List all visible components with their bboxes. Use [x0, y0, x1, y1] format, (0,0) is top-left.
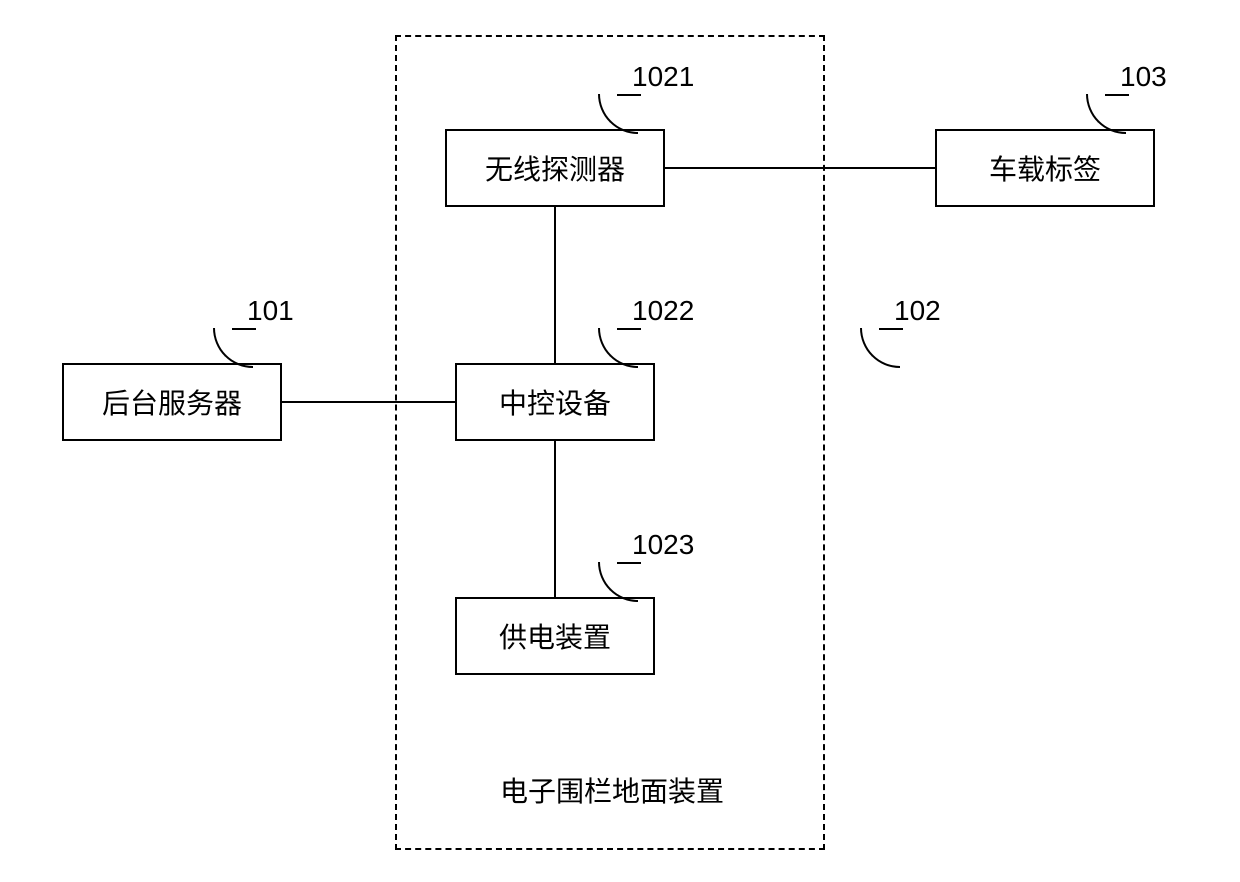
node-label: 无线探测器: [485, 148, 625, 188]
container-label: 电子围栏地面装置: [500, 770, 724, 810]
leader-line: [1105, 94, 1129, 96]
node-label: 后台服务器: [102, 382, 242, 422]
edge-server-controller: [282, 401, 455, 403]
leader-line: [617, 94, 641, 96]
block-diagram: 电子围栏地面装置 后台服务器 无线探测器 中控设备 供电装置 车载标签 101 …: [0, 0, 1240, 882]
leader-line: [617, 562, 641, 564]
node-label: 中控设备: [499, 382, 611, 422]
leader-arc: [1086, 94, 1126, 134]
ref-controller: 1022: [632, 295, 694, 327]
ref-container: 102: [894, 295, 941, 327]
ref-power: 1023: [632, 529, 694, 561]
node-backend-server: 后台服务器: [62, 363, 282, 441]
node-label: 车载标签: [989, 148, 1101, 188]
edge-detector-tag: [665, 167, 935, 169]
edge-controller-power: [554, 441, 556, 597]
ref-server: 101: [247, 295, 294, 327]
node-wireless-detector: 无线探测器: [445, 129, 665, 207]
leader-arc: [860, 328, 900, 368]
node-central-controller: 中控设备: [455, 363, 655, 441]
ref-detector: 1021: [632, 61, 694, 93]
node-power-supply: 供电装置: [455, 597, 655, 675]
edge-detector-controller: [554, 207, 556, 363]
leader-arc: [213, 328, 253, 368]
node-label: 供电装置: [499, 616, 611, 656]
ref-tag: 103: [1120, 61, 1167, 93]
node-vehicle-tag: 车载标签: [935, 129, 1155, 207]
leader-line: [617, 328, 641, 330]
leader-line: [232, 328, 256, 330]
leader-line: [879, 328, 903, 330]
